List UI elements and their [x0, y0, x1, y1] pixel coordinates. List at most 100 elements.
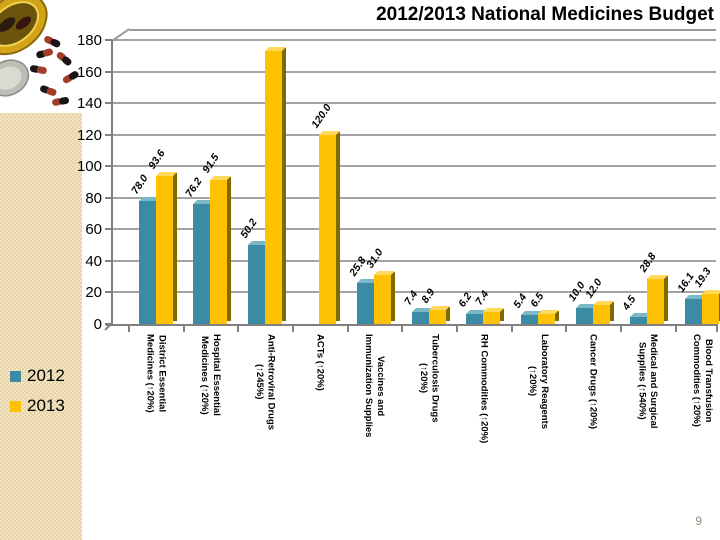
y-tick-label: 80	[85, 189, 102, 207]
y-tick-label: 0	[93, 316, 102, 333]
x-tick	[716, 324, 718, 332]
y-tick-label: 160	[76, 63, 102, 81]
bar-2013-1	[210, 179, 228, 324]
value-label-2013-8: 12.0	[582, 276, 605, 301]
category-label-5: Tuberculosis Drugs (↑20%)	[417, 334, 441, 423]
bar-side-2013-0	[172, 173, 177, 321]
bar-2013-0	[155, 176, 173, 324]
legend-swatch-2012	[10, 370, 21, 382]
y-tick-label: 180	[76, 32, 102, 49]
gridline	[112, 196, 716, 199]
x-axis	[106, 324, 716, 326]
category-label-1: Hospital Essential Medicines (↑20%)	[199, 334, 223, 416]
category-label-9: Medical and Surgical Supplies (↑540%)	[636, 334, 660, 429]
x-tick	[182, 324, 185, 332]
pills-photo	[0, 0, 82, 113]
pill-bottle-icon	[0, 0, 79, 106]
value-label-2013-4: 31.0	[364, 246, 386, 271]
x-tick	[674, 324, 677, 332]
chart-title: 2012/2013 National Medicines Budget	[376, 4, 714, 25]
gridline	[112, 70, 716, 73]
bar-2013-6	[483, 312, 501, 324]
x-tick	[565, 324, 568, 332]
y-tick	[105, 133, 112, 136]
y-tick	[105, 259, 112, 262]
gridline	[112, 228, 716, 231]
y-tick-label: 100	[76, 158, 102, 176]
bar-2012-8	[575, 308, 593, 324]
bar-2013-10	[702, 293, 719, 324]
y-tick	[105, 39, 112, 41]
y-axis	[111, 40, 113, 326]
bar-2012-5	[411, 312, 429, 324]
bar-side-2013-9	[664, 275, 669, 321]
x-tick	[237, 324, 240, 332]
category-label-4: Vaccines and Immunization Supplies	[363, 334, 386, 438]
category-label-7: Laboratory Reagents (↑20%)	[527, 334, 550, 430]
bar-side-2013-2	[281, 47, 286, 321]
legend-swatch-2013	[10, 400, 21, 412]
gridline	[112, 102, 716, 105]
bar-2013-8	[592, 305, 610, 324]
y-tick	[105, 102, 112, 105]
x-tick	[401, 324, 404, 332]
bar-side-2013-5	[445, 306, 450, 321]
legend-label-2013: 2013	[27, 396, 65, 415]
value-label-2012-0: 78.0	[128, 172, 151, 197]
category-label-10: Blood Transfusion Commodities (↑20%)	[691, 334, 714, 427]
category-label-3: ACTs (↑20%)	[314, 334, 326, 391]
bar-2012-1	[193, 203, 211, 324]
bar-side-2013-1	[227, 176, 232, 321]
gridline	[112, 133, 716, 136]
legend-label-2012: 2012	[27, 366, 65, 385]
y-tick-label: 120	[76, 126, 102, 144]
y-tick	[105, 291, 112, 294]
bar-2012-4	[357, 283, 375, 324]
backwall-top-line	[129, 29, 716, 31]
bar-2012-10	[685, 298, 702, 324]
y-tick	[105, 70, 112, 73]
category-label-0: District Essential Medicines (↑20%)	[144, 334, 168, 413]
bar-side-2013-7	[555, 310, 560, 321]
bar-2013-3	[319, 134, 337, 324]
bar-2012-0	[138, 200, 156, 324]
value-label-2013-3: 120.0	[309, 101, 335, 131]
y-tick-label: 20	[85, 284, 102, 302]
x-tick	[456, 324, 459, 332]
bar-2013-5	[428, 309, 446, 324]
bar-2012-2	[247, 244, 265, 324]
gridline	[112, 39, 716, 41]
category-label-6: RH Commodities (↑20%)	[478, 334, 490, 444]
bar-2013-2	[264, 50, 282, 324]
bar-2013-7	[538, 313, 556, 324]
gridline	[112, 165, 716, 168]
legend: 2012 2013	[10, 366, 65, 426]
x-tick	[292, 324, 295, 332]
bar-side-2013-8	[609, 302, 614, 321]
x-tick	[510, 324, 513, 332]
page-number: 9	[695, 514, 702, 528]
value-label-2013-1: 91.5	[200, 151, 222, 176]
value-label-2013-9: 28.8	[637, 250, 659, 274]
value-label-2013-5: 8.9	[418, 286, 438, 306]
y-tick-label: 60	[85, 221, 102, 239]
bar-2012-7	[521, 315, 539, 324]
y-tick-label: 40	[85, 252, 102, 270]
value-label-2013-10: 19.3	[692, 265, 714, 289]
category-label-8: Cancer Drugs (↑20%)	[587, 334, 599, 430]
legend-item-2013: 2013	[10, 396, 65, 416]
x-tick	[620, 324, 623, 332]
bar-2012-9	[630, 316, 648, 324]
y-tick	[105, 196, 112, 199]
bar-2013-4	[374, 275, 392, 324]
bar-2012-6	[466, 314, 484, 324]
value-label-2013-0: 93.6	[145, 148, 168, 172]
bar-side-2013-3	[336, 131, 341, 321]
x-tick	[346, 324, 349, 332]
y-tick-label: 140	[76, 95, 102, 113]
value-label-2012-2: 50.2	[238, 216, 260, 241]
y-tick	[105, 165, 112, 168]
legend-item-2012: 2012	[10, 366, 65, 386]
